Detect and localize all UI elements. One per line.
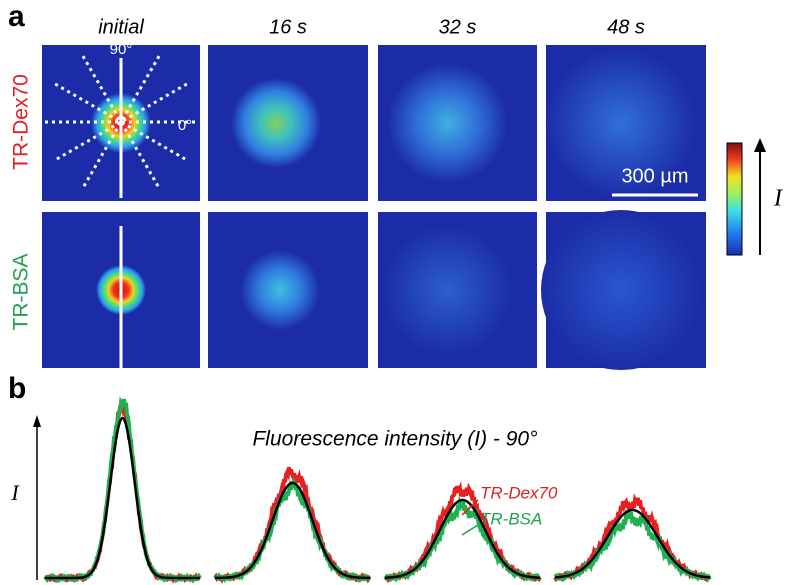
column-header: 32 s — [439, 16, 477, 38]
fluorescence-spot — [382, 225, 513, 355]
profile-dex70 — [43, 401, 202, 584]
fluorescence-spot — [231, 78, 321, 168]
column-header: 16 s — [269, 16, 307, 38]
profile-bsa — [213, 476, 372, 584]
row-label: TR-BSA — [10, 253, 33, 330]
profile-fit — [215, 481, 370, 580]
arrowhead — [754, 138, 766, 152]
panel-label: b — [8, 372, 26, 405]
profile-fit — [385, 498, 540, 579]
axis-label: I — [10, 480, 20, 505]
profile-fit — [45, 416, 200, 580]
fluorescence-spot — [546, 48, 696, 198]
angle-line — [54, 82, 188, 162]
legend-label: TR-BSA — [480, 509, 542, 528]
angle-line — [81, 55, 161, 189]
colorbar-label: I — [773, 186, 783, 212]
profiles — [43, 395, 712, 584]
overlay — [45, 55, 197, 368]
arrowhead — [33, 415, 41, 427]
plot-title: Fluorescence intensity (I) - 90° — [252, 428, 537, 451]
leader — [461, 524, 479, 536]
angle-label: 90° — [110, 41, 133, 58]
fluorescence-spot — [240, 250, 320, 330]
profile-fit — [555, 508, 710, 579]
column-header: initial — [98, 16, 144, 38]
column-header: 48 s — [607, 16, 645, 38]
heatmaps — [42, 45, 706, 370]
panel-label: a — [8, 0, 25, 33]
profile-bsa — [43, 395, 202, 584]
angle-line — [81, 55, 161, 189]
angle-label: 0° — [178, 117, 192, 134]
angle-line — [54, 82, 188, 162]
colorbar — [726, 142, 743, 256]
fluorescence-spot — [541, 210, 701, 370]
leader — [461, 499, 479, 516]
fluorescence-spot — [387, 63, 508, 183]
scale-bar-label: 300 µm — [621, 165, 688, 187]
row-label: TR-Dex70 — [10, 74, 33, 170]
legend-label: TR-Dex70 — [480, 483, 558, 502]
